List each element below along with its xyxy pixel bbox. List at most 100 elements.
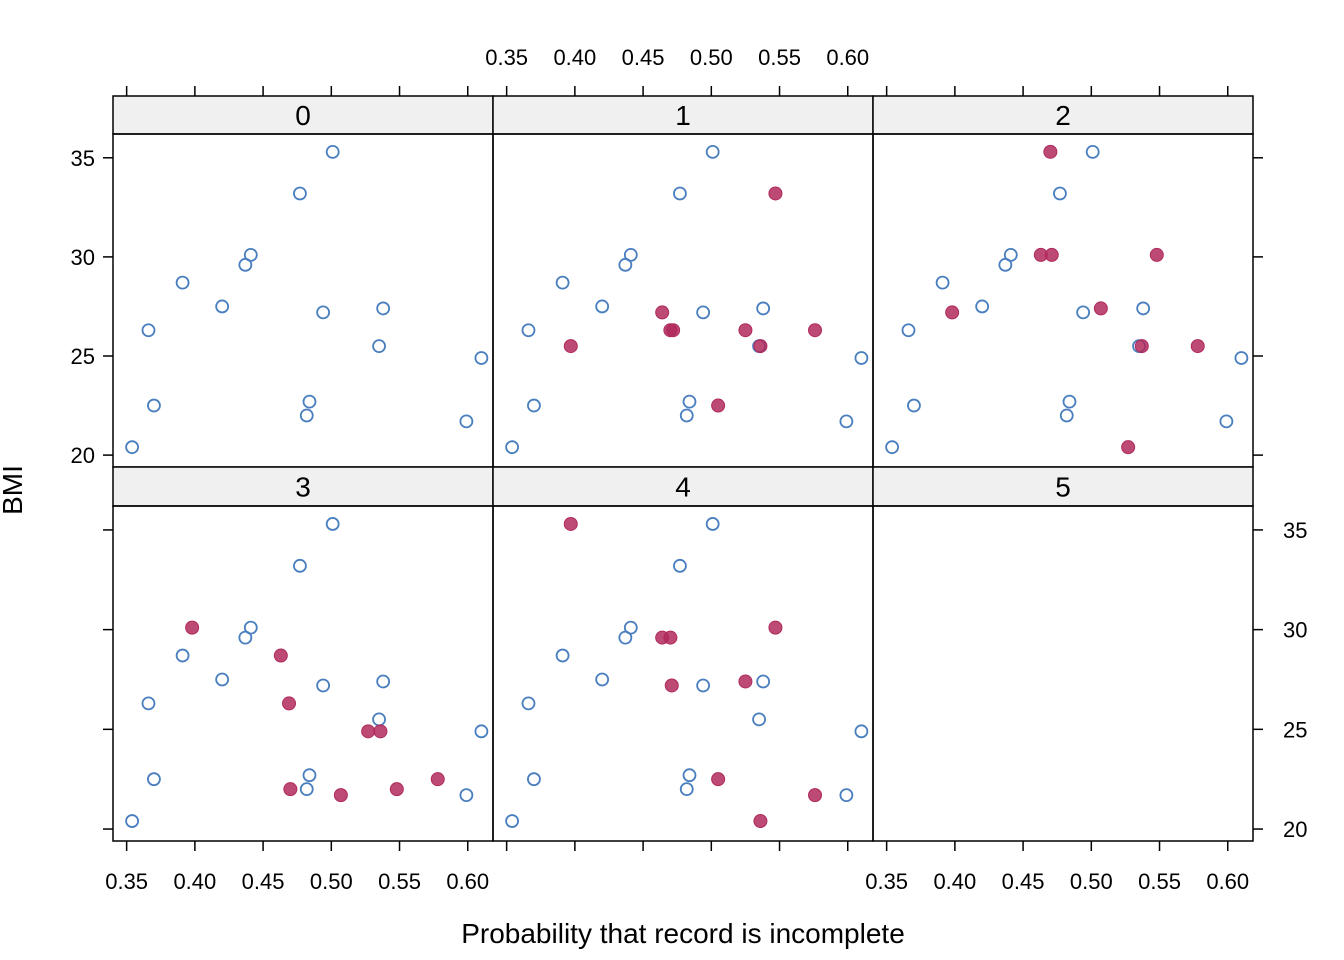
point-observed-panel2-10 — [1234, 351, 1249, 365]
point-imputed-panel4-0 — [563, 516, 578, 531]
x-axis-label: Probability that record is incomplete — [461, 918, 905, 949]
point-observed-panel0-7 — [316, 305, 331, 320]
point-imputed-panel3-5 — [430, 772, 445, 787]
point-observed-panel1-1 — [673, 186, 687, 201]
point-observed-panel3-5 — [215, 672, 230, 687]
point-observed-panel4-4 — [555, 648, 570, 663]
point-observed-panel4-10 — [854, 724, 869, 739]
point-observed-panel2-7 — [1076, 305, 1091, 320]
point-observed-panel4-15 — [839, 788, 854, 803]
point-observed-panel0-5 — [215, 299, 230, 314]
point-observed-panel2-6 — [901, 323, 916, 338]
panels-layer: 0 1 2 3 4 5 — [112, 95, 1254, 842]
point-observed-panel4-6 — [521, 696, 536, 711]
x-tick-label-bottom-2-0.35: 0.35 — [865, 869, 908, 894]
point-observed-panel3-12 — [299, 782, 314, 797]
point-imputed-panel2-0 — [1043, 144, 1058, 159]
point-observed-panel4-11 — [682, 768, 697, 783]
point-observed-panel2-4 — [935, 275, 950, 290]
point-observed-panel0-6 — [141, 323, 156, 338]
point-observed-panel2-11 — [1062, 394, 1077, 409]
point-observed-panel3-4 — [175, 648, 190, 663]
x-tick-label-bottom-0-0.55: 0.55 — [378, 869, 421, 894]
point-observed-panel4-8 — [756, 674, 771, 689]
point-observed-panel1-14 — [505, 440, 520, 455]
panel-strip-2 — [872, 95, 1254, 135]
panel-0 — [112, 133, 494, 468]
panel-label-1: 1 — [675, 100, 691, 131]
point-observed-panel2-0 — [1085, 144, 1100, 159]
x-tick-label-bottom-0-0.40: 0.40 — [173, 869, 216, 894]
point-observed-panel1-10 — [854, 351, 869, 365]
point-imputed-panel1-1 — [655, 305, 670, 320]
point-observed-panel3-3 — [238, 630, 253, 645]
point-observed-panel1-11 — [682, 394, 697, 409]
point-imputed-panel1-3 — [666, 323, 681, 338]
y-axis-label: BMI — [0, 465, 28, 515]
point-observed-panel3-10 — [474, 724, 489, 739]
y-tick-label-left-35: 35 — [71, 146, 95, 171]
point-imputed-panel1-7 — [753, 339, 768, 354]
point-imputed-panel3-1 — [273, 648, 288, 663]
point-imputed-panel3-2 — [282, 696, 297, 711]
data-points — [125, 144, 1249, 829]
point-imputed-panel3-0 — [185, 620, 200, 635]
y-tick-label-left-25: 25 — [71, 344, 95, 369]
x-tick-label-bottom-2-0.50: 0.50 — [1070, 869, 1113, 894]
x-tick-label-bottom-0-0.35: 0.35 — [105, 869, 148, 894]
panel-strip-5 — [872, 466, 1254, 507]
panel-label-2: 2 — [1055, 100, 1071, 131]
x-tick-label-bottom-2-0.45: 0.45 — [1002, 869, 1045, 894]
point-observed-panel2-12 — [1059, 408, 1074, 423]
point-observed-panel4-0 — [705, 517, 720, 531]
x-tick-label-top-0.45: 0.45 — [622, 45, 665, 70]
point-observed-panel3-13 — [147, 772, 161, 787]
point-observed-panel1-4 — [555, 275, 570, 290]
point-observed-panel2-13 — [907, 398, 921, 413]
point-observed-panel1-0 — [705, 144, 720, 159]
point-observed-panel3-9 — [372, 712, 386, 727]
x-tick-label-top-0.35: 0.35 — [485, 45, 528, 70]
point-imputed-panel2-6 — [1134, 339, 1149, 354]
point-observed-panel0-1 — [293, 186, 307, 201]
point-imputed-panel1-5 — [738, 323, 753, 338]
x-tick-label-bottom-2-0.60: 0.60 — [1206, 869, 1249, 894]
point-observed-panel4-7 — [696, 678, 711, 693]
panel-strip-1 — [492, 95, 874, 135]
x-tick-label-bottom-0-0.50: 0.50 — [310, 869, 353, 894]
point-imputed-panel2-4 — [945, 305, 960, 320]
point-observed-panel3-1 — [293, 558, 307, 573]
x-tick-label-top-0.40: 0.40 — [553, 45, 596, 70]
point-observed-panel0-15 — [459, 414, 474, 429]
x-tick-label-bottom-0-0.60: 0.60 — [446, 869, 489, 894]
point-imputed-panel4-7 — [808, 788, 823, 803]
point-observed-panel1-6 — [521, 323, 536, 338]
point-observed-panel4-9 — [752, 712, 766, 727]
point-observed-panel0-8 — [376, 301, 391, 316]
point-imputed-panel1-0 — [768, 186, 783, 201]
point-observed-panel0-3 — [238, 257, 253, 272]
x-tick-label-top-0.60: 0.60 — [826, 45, 869, 70]
y-tick-label-right-25: 25 — [1283, 717, 1307, 742]
point-observed-panel2-3 — [998, 257, 1013, 272]
point-observed-panel0-9 — [372, 339, 386, 353]
point-observed-panel3-14 — [125, 814, 140, 828]
point-imputed-panel3-7 — [389, 782, 404, 797]
point-observed-panel0-10 — [474, 351, 489, 365]
y-tick-label-right-30: 30 — [1283, 618, 1307, 643]
point-observed-panel2-8 — [1136, 301, 1151, 316]
point-imputed-panel4-4 — [664, 678, 679, 693]
y-tick-label-right-35: 35 — [1283, 518, 1307, 543]
point-observed-panel1-8 — [756, 301, 771, 316]
point-imputed-panel4-2 — [663, 630, 678, 645]
point-observed-panel3-0 — [325, 517, 340, 531]
point-imputed-panel2-8 — [1121, 440, 1136, 455]
panel-2 — [872, 133, 1254, 468]
point-observed-panel1-7 — [696, 305, 711, 320]
panel-5 — [872, 505, 1254, 842]
point-observed-panel1-12 — [679, 408, 694, 423]
point-imputed-panel1-6 — [808, 323, 823, 338]
point-imputed-panel4-5 — [738, 674, 753, 689]
point-imputed-panel3-4 — [373, 724, 388, 739]
